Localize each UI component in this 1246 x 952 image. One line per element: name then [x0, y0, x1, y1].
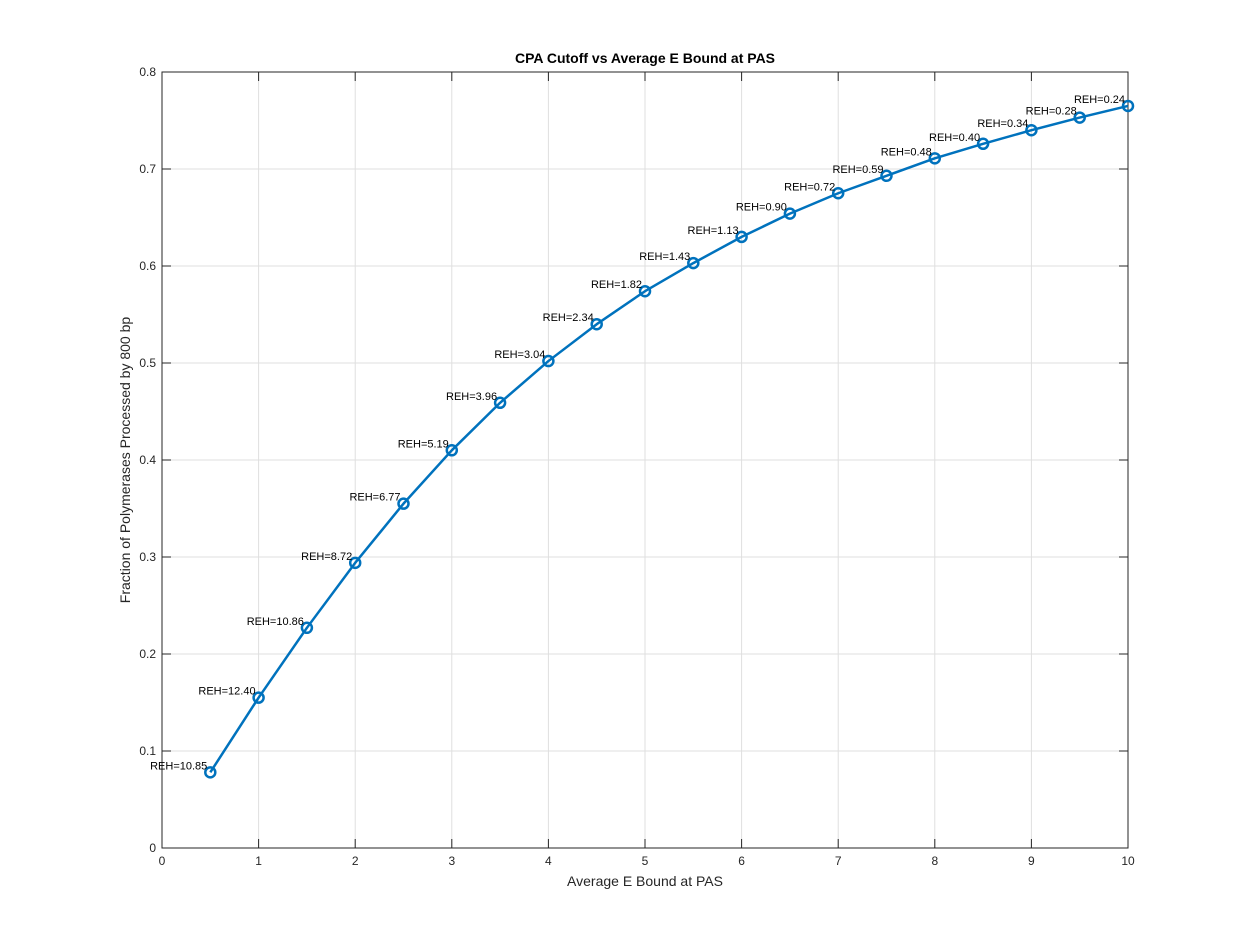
series-line: [209, 104, 1129, 774]
x-tick-label: 5: [642, 854, 649, 868]
axis-ticks: [161, 71, 1129, 849]
x-tick-label: 10: [1121, 854, 1135, 868]
x-tick-labels: 0 1 2 3 4 5 6 7 8 9 10: [159, 854, 1135, 868]
point-label: REH=10.85: [150, 760, 207, 772]
point-labels: REH=10.85 REH=12.40 REH=10.86 REH=8.72 REH=6…: [150, 94, 1125, 772]
y-tick-label: 0.1: [139, 744, 156, 758]
x-tick-label: 8: [931, 854, 938, 868]
data-point: [300, 621, 314, 635]
x-tick-label: 0: [159, 854, 166, 868]
chart-title: CPA Cutoff vs Average E Bound at PAS: [515, 50, 775, 66]
point-label: REH=0.72: [784, 181, 835, 193]
x-tick-label: 1: [255, 854, 262, 868]
x-tick-label: 2: [352, 854, 359, 868]
y-tick-labels: 0 0.1 0.2 0.3 0.4 0.5 0.6 0.7 0.8: [139, 65, 156, 855]
point-label: REH=3.04: [494, 349, 545, 361]
point-label: REH=0.59: [832, 164, 883, 176]
y-axis-label: Fraction of Polymerases Processed by 800…: [117, 317, 133, 604]
point-label: REH=8.72: [301, 551, 352, 563]
y-tick-label: 0.5: [139, 356, 156, 370]
data-point: [397, 497, 410, 510]
data-point: [348, 556, 362, 570]
data-point: [252, 691, 265, 704]
data-point: [493, 396, 507, 410]
point-label: REH=1.43: [639, 251, 690, 263]
point-label: REH=0.24: [1074, 94, 1125, 106]
data-point: [1073, 111, 1086, 124]
point-label: REH=3.96: [446, 391, 497, 403]
point-label: REH=2.34: [543, 312, 594, 324]
y-tick-label: 0.8: [139, 65, 156, 79]
data-point: [735, 230, 748, 244]
y-tick-label: 0.4: [139, 453, 156, 467]
point-label: REH=1.82: [591, 279, 642, 291]
y-tick-label: 0.7: [139, 162, 156, 176]
data-point: [445, 444, 459, 457]
x-tick-label: 9: [1028, 854, 1035, 868]
data-point: [928, 152, 942, 165]
point-label: REH=0.28: [1026, 106, 1077, 118]
x-tick-label: 6: [738, 854, 745, 868]
data-point: [638, 284, 652, 298]
data-point: [687, 256, 700, 270]
y-tick-label: 0.6: [139, 259, 156, 273]
y-tick-label: 0: [149, 841, 156, 855]
data-point: [1025, 123, 1038, 137]
data-point: [783, 207, 797, 220]
x-axis-label: Average E Bound at PAS: [567, 873, 723, 889]
point-label: REH=5.19: [398, 438, 449, 450]
point-label: REH=12.40: [198, 686, 255, 698]
point-label: REH=0.40: [929, 132, 980, 144]
point-label: REH=10.86: [247, 616, 304, 628]
data-point: [880, 169, 893, 183]
data-point: [542, 354, 555, 368]
data-series: [204, 99, 1135, 779]
point-label: REH=1.13: [688, 225, 739, 237]
point-label: REH=0.34: [977, 118, 1028, 130]
y-tick-label: 0.2: [139, 647, 156, 661]
data-point: [831, 187, 845, 200]
data-point: [976, 137, 990, 151]
x-tick-label: 4: [545, 854, 552, 868]
data-point: [204, 766, 217, 779]
point-label: REH=6.77: [349, 492, 400, 504]
y-tick-label: 0.3: [139, 550, 156, 564]
data-point: [1121, 99, 1135, 113]
point-label: REH=0.90: [736, 202, 787, 214]
data-point: [590, 317, 603, 331]
x-tick-label: 7: [835, 854, 842, 868]
point-label: REH=0.48: [881, 146, 932, 158]
x-tick-label: 3: [448, 854, 455, 868]
